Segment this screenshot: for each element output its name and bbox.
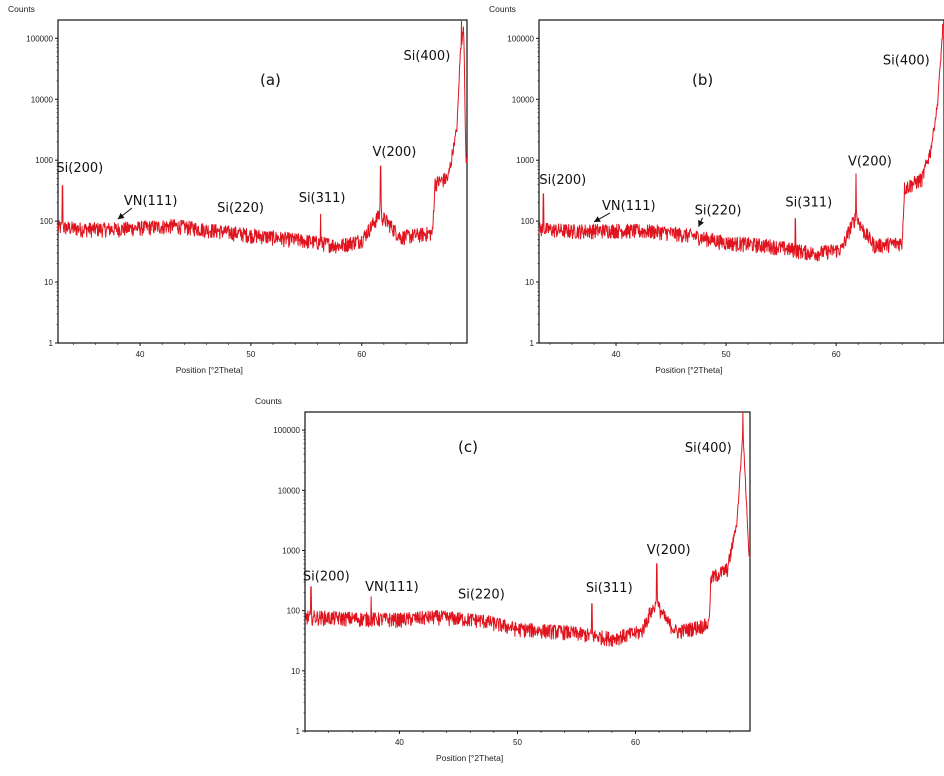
y-tick-label: 10000 <box>278 486 301 495</box>
xrd-panel-c: Counts 1 10 100 1000 10000 100000 40 50 60 Positio… <box>255 396 751 763</box>
panel-label: (b) <box>692 71 713 89</box>
peak-label: VN(111) <box>602 199 656 214</box>
peak-label: V(200) <box>647 543 691 558</box>
peak-label: V(200) <box>848 155 892 170</box>
plot-frame <box>304 411 751 732</box>
y-tick-label: 10 <box>44 278 53 287</box>
y-tick-label: 100 <box>40 217 54 226</box>
x-tick-label: 40 <box>136 350 145 359</box>
y-tick-label: 100000 <box>273 426 300 435</box>
xrd-panel-a: Counts 1 10 100 1000 10000 100000 40 50 60 Positio… <box>8 4 468 375</box>
x-tick-label: 60 <box>357 350 366 359</box>
xrd-trace <box>57 19 468 254</box>
peak-label: VN(111) <box>124 194 178 209</box>
y-tick-label: 10 <box>525 278 534 287</box>
x-axis-label: Position [°2Theta] <box>436 753 503 763</box>
peak-label: Si(311) <box>785 196 832 211</box>
peak-label: Si(311) <box>586 581 633 596</box>
y-tick-label: 1 <box>530 339 535 348</box>
x-tick-label: 40 <box>395 738 404 747</box>
y-tick-label: 100000 <box>26 34 53 43</box>
xrd-panel-b: Counts 1 10 100 1000 10000 100000 40 50 60 Positio… <box>489 4 944 375</box>
y-axis-label: Counts <box>255 396 282 406</box>
annotation-arrowhead <box>698 219 704 227</box>
panel-label: (a) <box>260 71 281 89</box>
y-tick-label: 10000 <box>31 95 54 104</box>
x-tick-label: 50 <box>722 350 731 359</box>
peak-label: Si(220) <box>217 201 264 216</box>
peak-label: Si(311) <box>299 191 346 206</box>
annotation-arrowhead <box>117 212 125 220</box>
y-tick-label: 10 <box>291 667 300 676</box>
plot-frame <box>538 19 944 344</box>
y-axis-label: Counts <box>8 4 35 14</box>
plot-frame <box>57 19 468 344</box>
peak-label: Si(400) <box>685 441 732 456</box>
y-tick-label: 1000 <box>282 546 300 555</box>
y-axis-label: Counts <box>489 4 516 14</box>
peak-label: Si(200) <box>539 173 586 188</box>
y-tick-label: 1000 <box>516 156 534 165</box>
y-tick-label: 1 <box>49 339 54 348</box>
x-tick-label: 50 <box>513 738 522 747</box>
peak-label: V(200) <box>373 145 417 160</box>
peak-label: Si(220) <box>695 204 742 219</box>
x-tick-label: 40 <box>612 350 621 359</box>
peak-label: Si(400) <box>883 53 930 68</box>
peak-label: Si(200) <box>303 570 350 585</box>
peak-label: Si(200) <box>56 161 103 176</box>
y-tick-label: 1 <box>296 727 301 736</box>
x-axis-label: Position [°2Theta] <box>655 365 722 375</box>
y-tick-label: 10000 <box>512 95 535 104</box>
y-tick-label: 100 <box>287 607 301 616</box>
xrd-trace <box>538 23 944 262</box>
peak-label: VN(111) <box>365 580 419 595</box>
y-tick-label: 1000 <box>35 156 53 165</box>
panel-label: (c) <box>458 438 478 456</box>
xrd-trace <box>304 411 751 647</box>
annotation-arrowhead <box>594 216 601 222</box>
x-tick-label: 60 <box>631 738 640 747</box>
x-tick-label: 50 <box>246 350 255 359</box>
peak-label: Si(220) <box>458 588 505 603</box>
y-tick-label: 100 <box>521 217 535 226</box>
x-tick-label: 60 <box>832 350 841 359</box>
y-tick-label: 100000 <box>507 34 534 43</box>
peak-label: Si(400) <box>403 49 450 64</box>
x-axis-label: Position [°2Theta] <box>176 365 243 375</box>
